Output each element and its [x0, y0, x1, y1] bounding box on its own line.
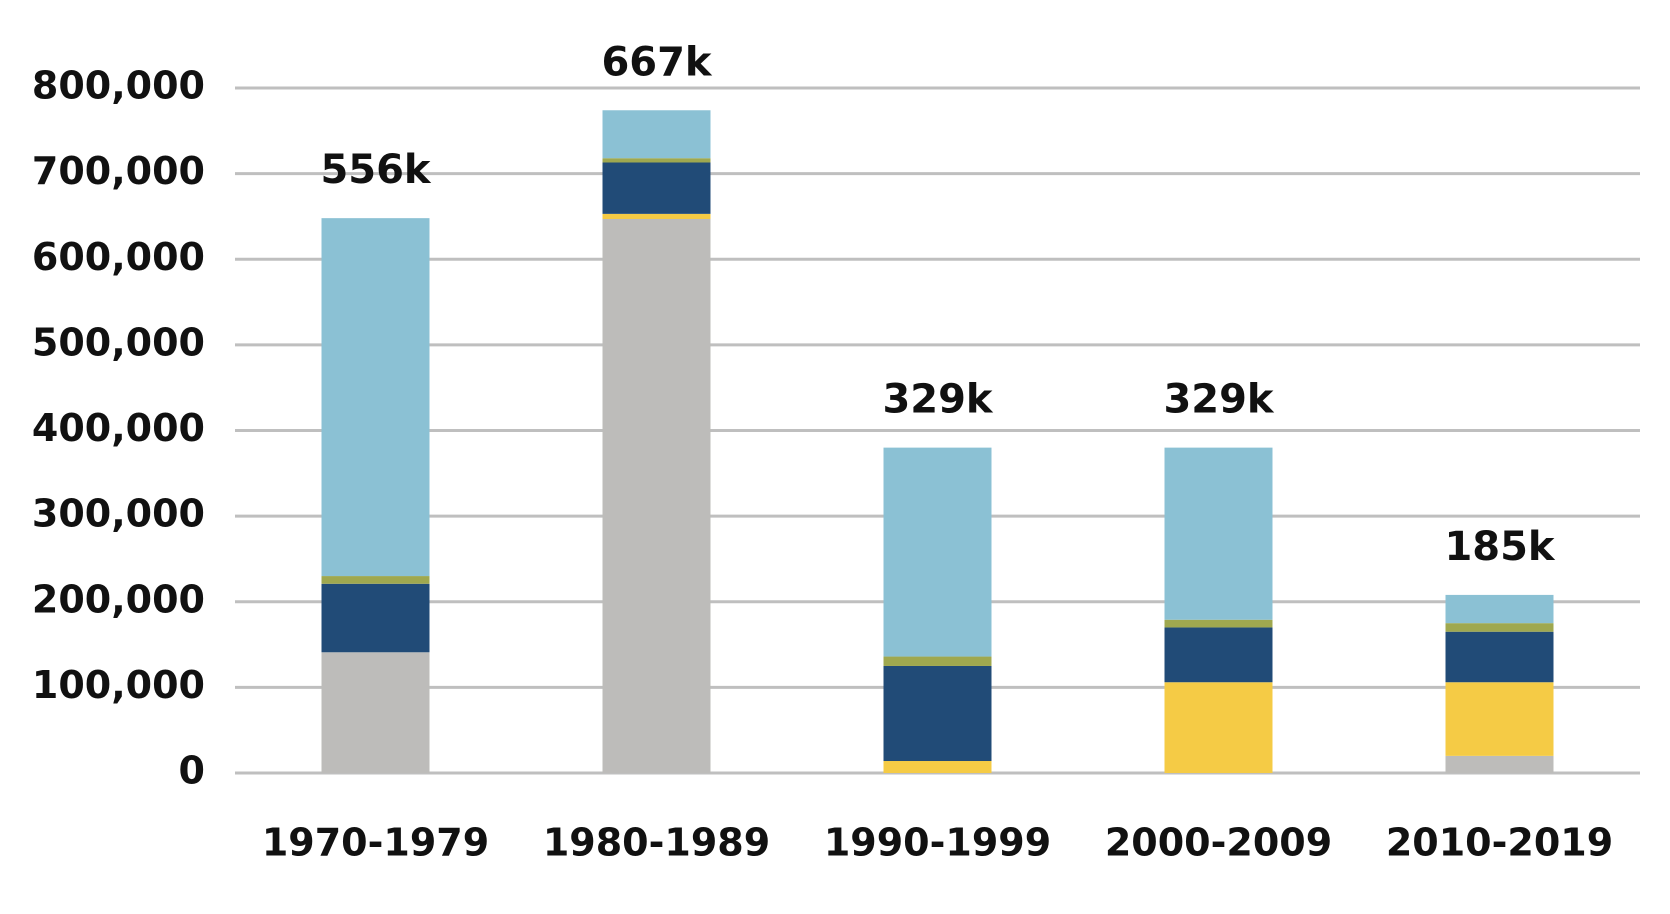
y-tick-label: 100,000 — [32, 663, 205, 707]
bar-segment — [1445, 682, 1554, 756]
bar-annotation: 667k — [601, 39, 712, 85]
bar-annotation: 185k — [1444, 524, 1555, 570]
bar-segment — [1445, 755, 1554, 773]
bar-annotation: 329k — [1163, 377, 1274, 423]
y-tick-label: 700,000 — [32, 149, 205, 193]
bar-segment — [1445, 594, 1554, 624]
bar-annotation: 556k — [320, 147, 431, 193]
bar-segment — [321, 583, 430, 653]
bar-segment — [602, 110, 711, 159]
bar-segment — [883, 665, 992, 762]
bar-segment — [602, 219, 711, 774]
y-tick-label: 600,000 — [32, 235, 205, 279]
bar-segment — [883, 656, 992, 666]
x-tick-label: 1980-1989 — [543, 821, 770, 865]
bar-segment — [883, 761, 992, 773]
bar-segment — [1164, 627, 1273, 683]
bar-segment — [602, 213, 711, 220]
y-tick-label: 500,000 — [32, 320, 205, 364]
bar-segment — [883, 447, 992, 657]
bar-segment — [1445, 623, 1554, 632]
bar-segment — [1164, 619, 1273, 628]
y-tick-label: 200,000 — [32, 577, 205, 621]
bar-segment — [1164, 682, 1273, 773]
y-tick-label: 400,000 — [32, 406, 205, 450]
x-tick-label: 1990-1999 — [824, 821, 1051, 865]
bar-segment — [602, 162, 711, 214]
y-tick-label: 800,000 — [32, 64, 205, 108]
bar-segment — [1164, 447, 1273, 620]
bar-segment — [321, 576, 430, 584]
y-tick-label: 300,000 — [32, 492, 205, 536]
bar-annotation: 329k — [882, 377, 993, 423]
bar-segment — [1445, 631, 1554, 683]
bar-segment — [321, 218, 430, 577]
x-tick-label: 2010-2019 — [1386, 821, 1613, 865]
x-tick-label: 2000-2009 — [1105, 821, 1332, 865]
x-tick-label: 1970-1979 — [262, 821, 489, 865]
bar-segment — [602, 158, 711, 163]
y-tick-label: 0 — [179, 749, 205, 793]
bar-segment — [321, 652, 430, 773]
